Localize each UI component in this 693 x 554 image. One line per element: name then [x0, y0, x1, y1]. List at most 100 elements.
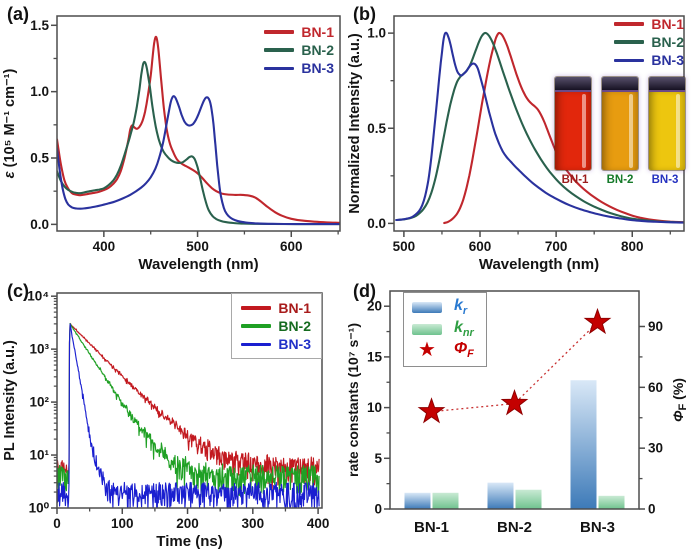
legend-line-icon	[264, 48, 295, 52]
panel-d-rate-constants: 0 5 10 15 20 0 30 60 90 BN-1 BN-2 BN-3 rate constant…	[346, 277, 692, 554]
svg-text:600: 600	[469, 239, 492, 254]
svg-text:0.5: 0.5	[367, 121, 386, 136]
legend-item-bn3: BN-3	[241, 336, 311, 352]
bar-kr-BN-2	[487, 482, 514, 509]
svg-text:700: 700	[545, 239, 568, 254]
svg-text:Wavelength (nm): Wavelength (nm)	[138, 256, 258, 273]
axis-frame	[56, 15, 341, 232]
legend-line-icon	[241, 342, 272, 346]
axis-frame	[389, 290, 640, 510]
legend-label: BN-2	[301, 42, 334, 59]
svg-text:ε (10⁵ M⁻¹ cm⁻¹): ε (10⁵ M⁻¹ cm⁻¹)	[2, 69, 18, 179]
absorption-spectra-chart: 400 500 600 0.0 0.5 1.0 1.5 Wavelength (nm) ε (1…	[2, 15, 341, 273]
svg-text:20: 20	[367, 299, 382, 314]
svg-text:10⁴: 10⁴	[27, 289, 49, 304]
legend-line-icon	[614, 58, 645, 62]
legend-item-bn1: BN-1	[614, 16, 684, 32]
svg-text:rate constants (10⁷ s⁻¹): rate constants (10⁷ s⁻¹)	[346, 323, 361, 477]
legend-item-bn3: BN-3	[614, 52, 684, 68]
svg-text:0: 0	[648, 502, 656, 517]
legend-label: BN-1	[278, 300, 311, 316]
legend-d: kr knr ★ ΦF	[403, 292, 487, 367]
svg-text:1.0: 1.0	[367, 26, 386, 41]
bar-knr-BN-2	[515, 489, 542, 509]
cuvette-label-bn1: BN-1	[561, 174, 589, 186]
svg-text:10: 10	[367, 400, 382, 415]
knr-bar-swatch-icon	[412, 323, 442, 335]
svg-text:30: 30	[648, 441, 663, 456]
legend-label: BN-2	[651, 34, 684, 51]
cuvette-bn2	[601, 76, 639, 171]
svg-text:0.0: 0.0	[30, 217, 49, 232]
cuvette-row	[554, 76, 686, 171]
svg-text:90: 90	[648, 319, 663, 334]
bar-knr-BN-1	[432, 492, 459, 509]
svg-text:10¹: 10¹	[29, 448, 49, 463]
legend-line-icon	[241, 324, 272, 328]
phi-star-BN-3	[583, 307, 612, 335]
panel-label-a: (a)	[7, 4, 29, 24]
cuvette-bn1	[554, 76, 592, 171]
series-decay-BN-2	[57, 322, 320, 497]
svg-text:500: 500	[393, 239, 416, 254]
series-line-BN-2	[57, 60, 340, 226]
legend-item-phi: ★ ΦF	[412, 339, 474, 362]
svg-text:1.5: 1.5	[30, 18, 49, 33]
bar-knr-BN-3	[598, 495, 625, 509]
star-icon: ★	[418, 339, 436, 362]
svg-text:Wavelength (nm): Wavelength (nm)	[479, 256, 599, 273]
svg-text:400: 400	[307, 516, 330, 531]
svg-text:0.5: 0.5	[30, 151, 49, 166]
legend-item-bn3: BN-3	[264, 60, 334, 76]
series-line-BN-1	[443, 31, 684, 225]
svg-text:60: 60	[648, 380, 663, 395]
panel-a-absorption: 400 500 600 0.0 0.5 1.0 1.5 Wavelength (nm) ε (1…	[0, 0, 346, 277]
svg-text:Time (ns): Time (ns)	[156, 533, 222, 550]
cuvette-liquid	[555, 92, 591, 170]
legend-label-kr: kr	[454, 297, 468, 318]
cuvette-photo-inset: BN-1 BN-2 BN-3	[551, 76, 689, 186]
legend-line-icon	[264, 66, 295, 70]
cuvette-labels: BN-1 BN-2 BN-3	[557, 174, 683, 186]
svg-text:10⁰: 10⁰	[29, 501, 50, 516]
cuvette-bn3	[648, 76, 686, 171]
kr-bar-swatch-icon	[412, 302, 442, 314]
series-line-BN-3	[395, 31, 684, 224]
svg-text:ΦF (%): ΦF (%)	[670, 378, 689, 422]
legend-label: BN-3	[301, 60, 334, 77]
legend-b: BN-1 BN-2 BN-3	[614, 16, 684, 68]
legend-item-bn2: BN-2	[241, 318, 311, 334]
panel-label-c: (c)	[7, 281, 29, 301]
cuvette-cap	[555, 77, 591, 92]
legend-item-kr: kr	[412, 297, 474, 318]
legend-label: BN-1	[301, 24, 334, 40]
cuvette-cap	[649, 77, 685, 92]
svg-text:600: 600	[280, 239, 303, 254]
svg-text:200: 200	[176, 516, 199, 531]
svg-text:0.0: 0.0	[367, 216, 386, 231]
svg-text:1.0: 1.0	[30, 84, 49, 99]
svg-text:PL Intensity (a.u.): PL Intensity (a.u.)	[2, 340, 18, 461]
phi-star-BN-1	[417, 397, 446, 424]
series-decay-BN-3	[57, 323, 320, 508]
legend-label: BN-2	[278, 318, 311, 335]
legend-label-knr: knr	[454, 318, 474, 339]
svg-text:5: 5	[374, 451, 382, 466]
pl-decay-chart: 0 100 200 300 400 10⁰ 10¹ 10² 10³ 10⁴ Time (ns) PL …	[2, 289, 330, 550]
emission-spectra-chart: 500 600 700 800 0.0 0.5 1.0 Wavelength (nm) Norm…	[347, 15, 685, 273]
cuvette-label-bn3: BN-3	[651, 174, 679, 186]
cuvette-liquid	[649, 92, 685, 170]
legend-label: BN-3	[651, 52, 684, 69]
series-line-BN-3	[57, 95, 340, 226]
legend-item-bn1: BN-1	[241, 300, 311, 316]
bar-kr-BN-3	[570, 380, 597, 509]
legend-c: BN-1 BN-2 BN-3	[231, 293, 322, 360]
svg-text:300: 300	[242, 516, 265, 531]
rate-constants-chart: 0 5 10 15 20 0 30 60 90 BN-1 BN-2 BN-3 rate constant…	[346, 290, 689, 536]
legend-line-icon	[241, 306, 272, 310]
svg-text:Normalized Intensity (a.u.): Normalized Intensity (a.u.)	[347, 33, 363, 214]
svg-text:100: 100	[111, 516, 134, 531]
legend-item-bn2: BN-2	[614, 34, 684, 50]
series-line-BN-1	[57, 35, 340, 224]
